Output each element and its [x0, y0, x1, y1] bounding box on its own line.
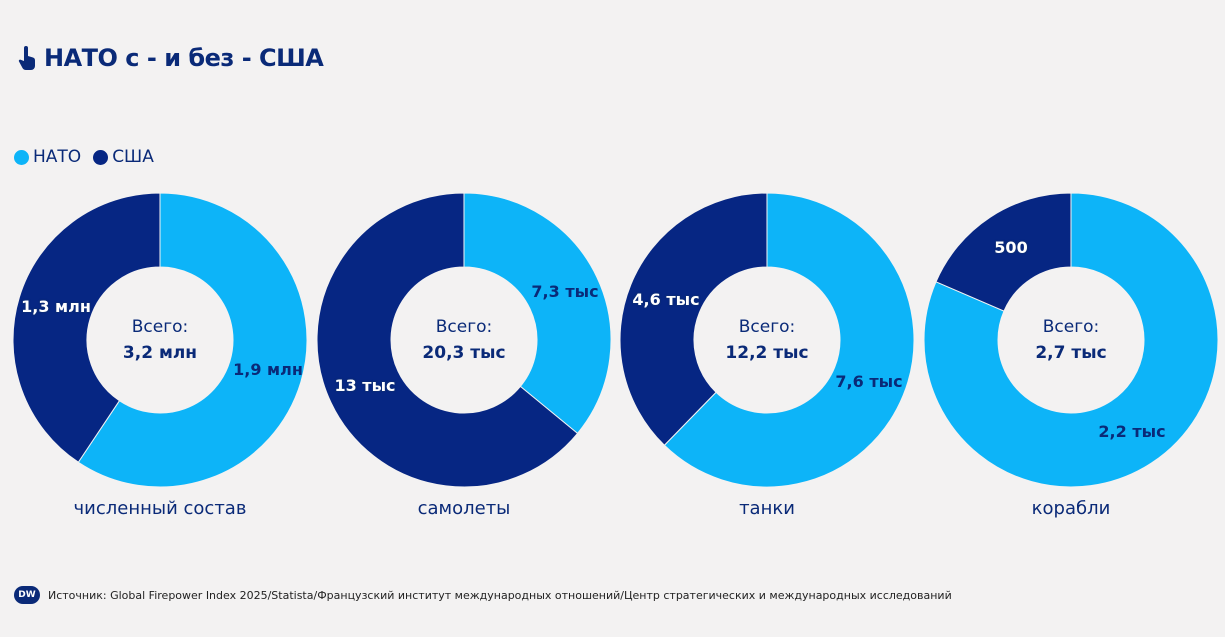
- legend-item-nato: НАТО: [14, 147, 81, 167]
- donut-slice-usa: [316, 192, 579, 488]
- legend-item-usa: США: [93, 147, 154, 167]
- slice-value-label: 7,3 тыс: [531, 282, 599, 301]
- slice-value-label: 1,3 млн: [21, 297, 91, 316]
- total-caption: Всего:: [1042, 317, 1100, 337]
- donut-slice-nato: [923, 192, 1219, 488]
- title-text: НАТО с - и без - США: [44, 44, 324, 72]
- slice-value-label: 7,6 тыс: [835, 372, 903, 391]
- donut-center-total: Всего: 2,7 тыс: [1001, 314, 1141, 366]
- donut-slice-usa: [12, 192, 161, 463]
- donut-slice-nato: [463, 192, 612, 435]
- footer: DW Источник: Global Firepower Index 2025…: [14, 586, 952, 604]
- slice-value-label: 4,6 тыс: [632, 290, 700, 309]
- legend-label: США: [112, 147, 154, 167]
- legend: НАТО США: [14, 147, 154, 167]
- slice-value-label: 1,9 млн: [233, 360, 303, 379]
- legend-swatch-nato: [14, 149, 29, 165]
- category-label: численный состав: [73, 498, 247, 519]
- category-label: танки: [739, 498, 795, 519]
- total-value: 3,2 млн: [122, 343, 198, 363]
- source-text: Источник: Global Firepower Index 2025/St…: [48, 588, 952, 602]
- dw-logo: DW: [14, 586, 40, 604]
- total-caption: Всего:: [435, 317, 493, 337]
- donut-slice-usa: [619, 192, 768, 446]
- donut-slice-nato: [77, 192, 308, 488]
- slice-value-label: 500: [994, 238, 1028, 257]
- legend-swatch-usa: [93, 149, 109, 165]
- category-label: самолеты: [417, 498, 511, 519]
- donut-center-total: Всего: 12,2 тыс: [697, 314, 837, 366]
- donut-slice-usa: [935, 192, 1072, 312]
- donut-slice-nato: [663, 192, 915, 488]
- slice-value-label: 2,2 тыс: [1098, 422, 1166, 441]
- slice-value-label: 13 тыс: [334, 376, 396, 395]
- legend-label: НАТО: [33, 147, 82, 167]
- pointing-hand-icon: [18, 46, 35, 70]
- donut-center-total: Всего: 3,2 млн: [90, 314, 230, 366]
- total-value: 12,2 тыс: [725, 343, 809, 363]
- category-label: корабли: [1031, 498, 1111, 519]
- total-value: 2,7 тыс: [1035, 343, 1107, 363]
- total-caption: Всего:: [738, 317, 796, 337]
- donut-center-total: Всего: 20,3 тыс: [394, 314, 534, 366]
- page-title: НАТО с - и без - США: [18, 44, 324, 72]
- total-value: 20,3 тыс: [422, 343, 506, 363]
- total-caption: Всего:: [131, 317, 189, 337]
